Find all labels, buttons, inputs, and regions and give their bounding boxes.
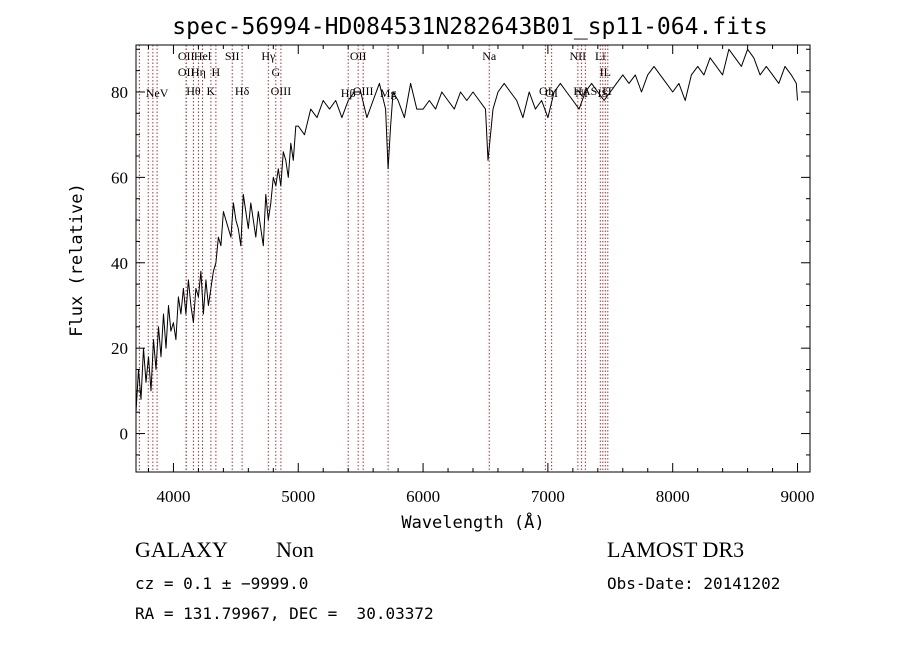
line-marker-label-6: Hθ bbox=[186, 84, 201, 98]
line-marker-label-7: Hη bbox=[191, 65, 206, 79]
line-marker-label-11: SII bbox=[225, 49, 240, 63]
x-tick-label-5: 9000 bbox=[781, 487, 815, 506]
line-marker-label-18: OIII bbox=[353, 84, 374, 98]
line-marker-label-22: OI bbox=[545, 86, 558, 100]
line-marker-label-12: Hδ bbox=[235, 84, 250, 98]
ra-dec-coordinates: RA = 131.79967, DEC = 30.03372 bbox=[135, 604, 434, 623]
line-marker-label-14: G bbox=[271, 65, 280, 79]
chart-title: spec-56994-HD084531N282643B01_sp11-064.f… bbox=[172, 14, 767, 40]
x-tick-label-4: 8000 bbox=[656, 487, 690, 506]
y-axis-label: Flux (relative) bbox=[67, 183, 87, 337]
axis-ticks: 4000 5000 6000 7000 8000 9000 0 20 40 60 80 bbox=[111, 45, 815, 506]
line-marker-label-16: Hβ bbox=[341, 86, 356, 100]
line-marker-label-23: NII bbox=[570, 49, 587, 63]
line-marker-label-27: IS bbox=[597, 86, 608, 100]
line-marker-label-21: OI bbox=[539, 84, 552, 98]
line-marker-label-29: IT bbox=[602, 84, 614, 98]
plot-frame bbox=[135, 44, 811, 473]
y-tick-label-0: 0 bbox=[120, 425, 129, 444]
y-tick-label-2: 40 bbox=[111, 254, 128, 273]
line-marker-label-25: HAS bbox=[573, 84, 597, 98]
line-marker-label-10: H bbox=[212, 65, 221, 79]
x-tick-label-2: 6000 bbox=[406, 487, 440, 506]
observation-date: Obs-Date: 20141202 bbox=[607, 574, 781, 593]
x-axis-label: Wavelength (Å) bbox=[401, 511, 544, 533]
line-marker-label-26: Li bbox=[595, 49, 606, 63]
line-marker-label-20: Na bbox=[482, 49, 497, 63]
y-tick-label-3: 60 bbox=[111, 168, 128, 187]
redshift-cz: cz = 0.1 ± −9999.0 bbox=[135, 574, 309, 593]
line-marker-label-17: OII bbox=[350, 49, 367, 63]
object-subtype: Non bbox=[276, 537, 314, 562]
line-marker-label-8: Hel bbox=[194, 49, 212, 63]
y-tick-label-1: 20 bbox=[111, 339, 128, 358]
spectrum-series bbox=[135, 48, 798, 413]
object-type: GALAXY bbox=[135, 537, 228, 562]
line-marker-label-3: NeV bbox=[146, 86, 169, 100]
line-marker-label-24: NI bbox=[575, 86, 588, 100]
line-marker-label-28: IL bbox=[600, 65, 611, 79]
x-tick-label-3: 7000 bbox=[531, 487, 565, 506]
x-tick-label-1: 5000 bbox=[281, 487, 315, 506]
line-marker-label-5: OII bbox=[178, 65, 195, 79]
line-marker-label-15: OIII bbox=[271, 84, 292, 98]
x-tick-label-0: 4000 bbox=[156, 487, 190, 506]
line-marker-label-9: K bbox=[207, 84, 216, 98]
line-marker-label-13: Hγ bbox=[261, 49, 276, 63]
spectrum-line-0 bbox=[135, 48, 798, 413]
survey-name: LAMOST DR3 bbox=[607, 537, 745, 562]
y-tick-label-4: 80 bbox=[111, 83, 128, 102]
